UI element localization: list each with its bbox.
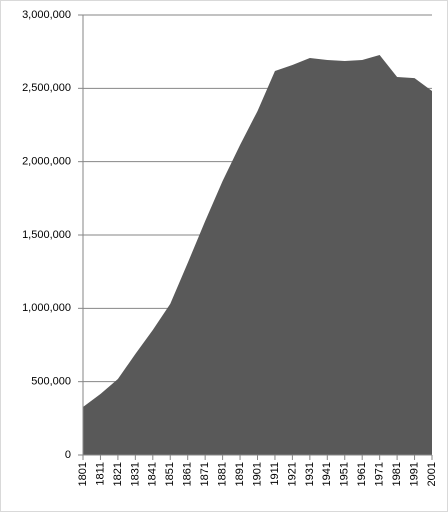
x-tick-label: 2001 [426, 462, 438, 486]
x-tick-label: 1811 [94, 462, 106, 486]
x-tick-label: 1911 [269, 462, 281, 486]
x-tick-label: 1931 [304, 462, 316, 486]
x-tick-label: 1861 [182, 462, 194, 486]
x-tick-label: 1991 [408, 462, 420, 486]
area [83, 55, 432, 455]
x-tick-label: 1871 [199, 462, 211, 486]
y-tick-label: 2,000,000 [22, 156, 71, 168]
x-tick-label: 1951 [339, 462, 351, 486]
x-tick-label: 1801 [77, 462, 89, 486]
x-tick-label: 1821 [112, 462, 124, 486]
y-tick-label: 2,500,000 [22, 82, 71, 94]
y-tick-label: 1,500,000 [22, 229, 71, 241]
x-tick-label: 1921 [286, 462, 298, 486]
x-tick-label: 1961 [356, 462, 368, 486]
y-tick-label: 3,000,000 [22, 9, 71, 21]
y-tick-label: 500,000 [31, 376, 71, 388]
x-tick-label: 1841 [147, 462, 159, 486]
x-tick-label: 1901 [251, 462, 263, 486]
y-tick-label: 0 [65, 449, 71, 461]
x-tick-label: 1881 [217, 462, 229, 486]
x-tick-label: 1851 [164, 462, 176, 486]
x-tick-label: 1941 [321, 462, 333, 486]
y-tick-label: 1,000,000 [22, 302, 71, 314]
x-tick-label: 1831 [129, 462, 141, 486]
x-tick-label: 1891 [234, 462, 246, 486]
x-tick-label: 1981 [391, 462, 403, 486]
x-tick-label: 1971 [374, 462, 386, 486]
